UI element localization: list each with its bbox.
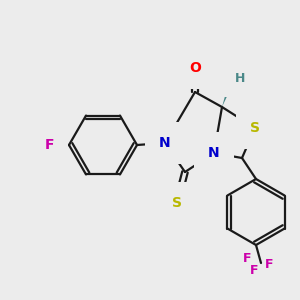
Text: S: S — [172, 196, 182, 210]
Text: F: F — [243, 253, 251, 266]
Text: O: O — [189, 61, 201, 75]
Polygon shape — [222, 79, 234, 107]
Text: H: H — [235, 71, 245, 85]
Text: S: S — [250, 121, 260, 135]
Text: N: N — [159, 136, 171, 150]
Text: F: F — [265, 259, 273, 272]
Text: F: F — [44, 138, 54, 152]
Text: F: F — [250, 265, 258, 278]
Text: N: N — [208, 146, 220, 160]
